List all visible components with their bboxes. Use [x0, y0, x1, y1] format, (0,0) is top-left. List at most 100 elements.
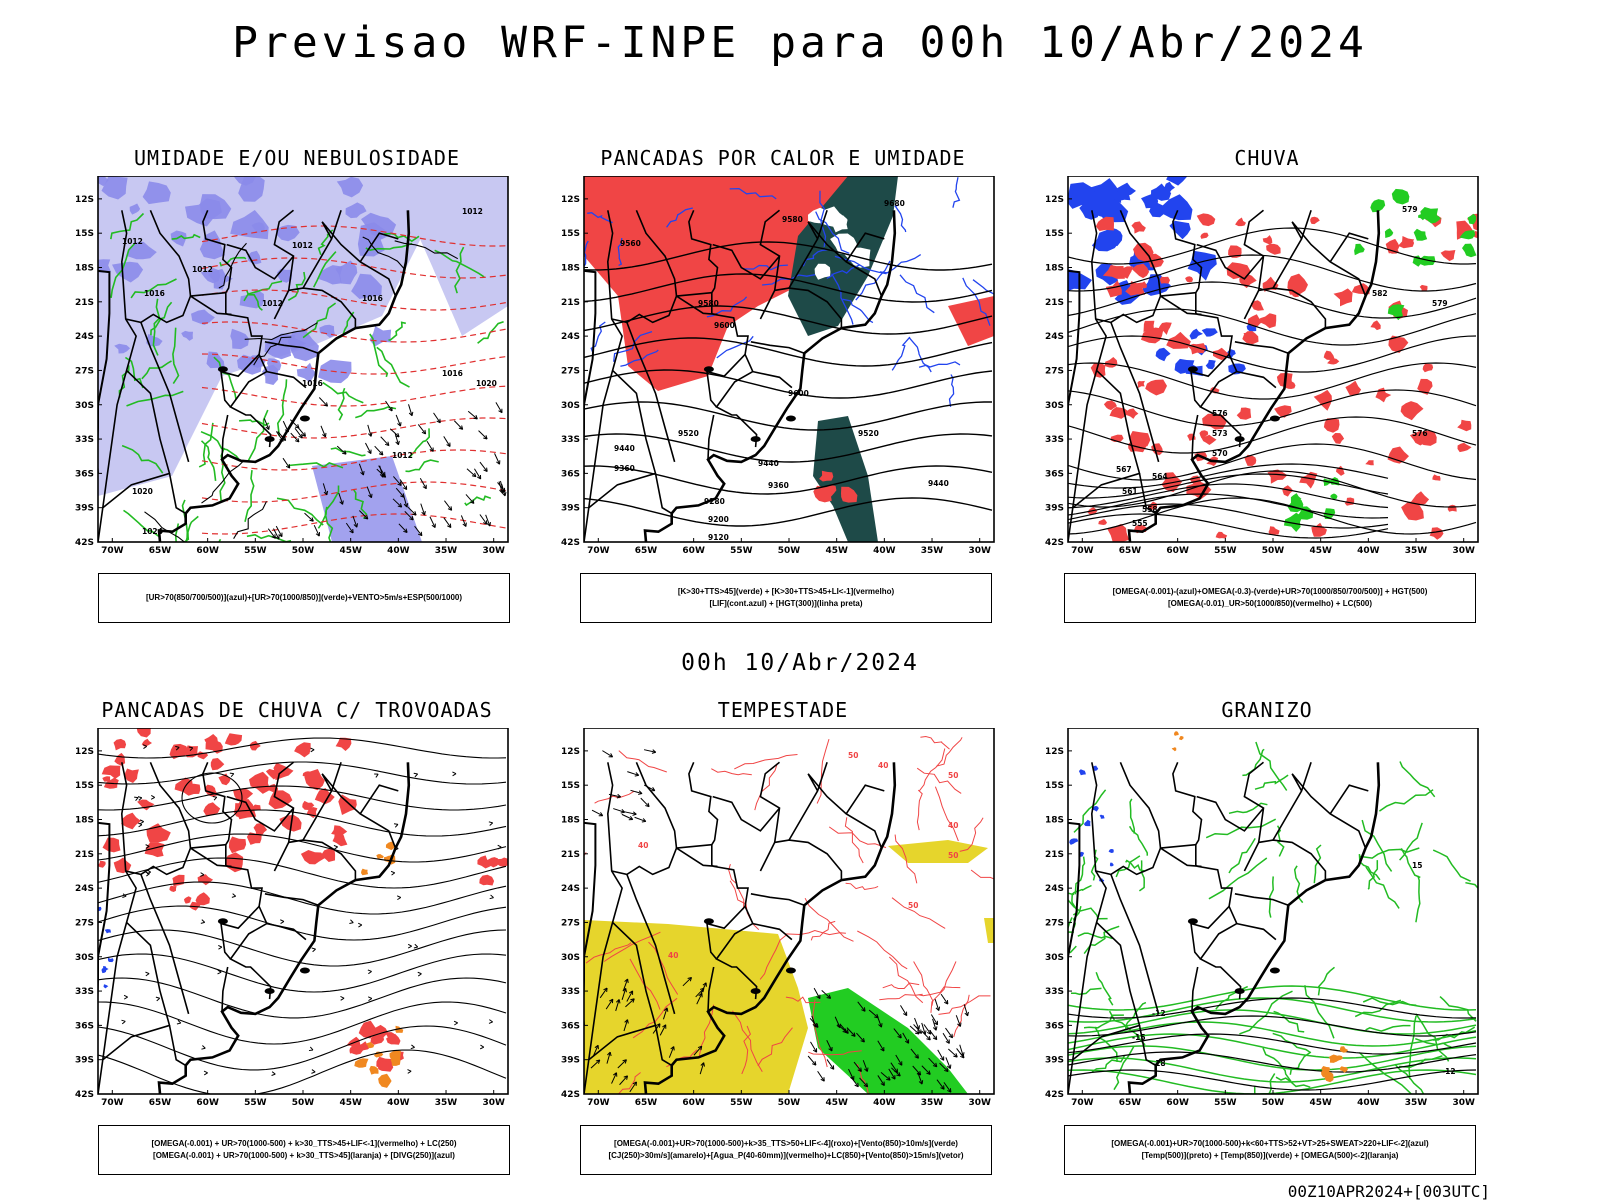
atlantic-coastline — [1129, 210, 1379, 542]
rain-red-cell — [1336, 466, 1345, 476]
contour-label: 1020 — [132, 487, 153, 496]
rain-red-cell — [1137, 381, 1145, 388]
lon-tick-label: 40W — [387, 546, 410, 556]
hail-blue-cell — [1100, 815, 1105, 819]
map-pancadas-calor: 9560958095809600960095209440936094409360… — [548, 176, 1018, 576]
border-line — [760, 840, 841, 880]
lon-tick-label: 70W — [587, 1098, 610, 1108]
panel-title: CHUVA — [1032, 146, 1502, 170]
lake-mark — [704, 366, 714, 372]
rain-red-cell — [1423, 364, 1434, 373]
rain-red-cell — [1370, 320, 1380, 330]
lake-mark — [751, 436, 761, 442]
storm-red-cell — [479, 875, 494, 886]
lifted-index-contour — [950, 375, 954, 407]
wind-vector — [948, 1049, 957, 1057]
rain-blue-cell — [1188, 251, 1217, 281]
storm-red-cell — [229, 837, 246, 854]
border-line — [170, 1025, 186, 1065]
streamline-arrow — [213, 797, 217, 801]
lake-mark — [1270, 415, 1280, 421]
lon-tick-label: 35W — [921, 546, 944, 556]
border-line — [221, 906, 259, 959]
lat-tick-label: 18S — [1045, 816, 1064, 826]
lon-tick-label: 65W — [1119, 1098, 1142, 1108]
streamline-arrow — [138, 823, 142, 827]
storm-orange-cell — [354, 1058, 368, 1068]
contour-label: 9600 — [788, 389, 809, 398]
streamline-250 — [98, 858, 506, 888]
rain-green-cell — [1354, 244, 1365, 256]
lat-tick-label: 39S — [1045, 1056, 1064, 1066]
lat-tick-label: 42S — [561, 1090, 580, 1100]
streamline-arrow — [489, 822, 493, 826]
streamline-arrow — [124, 995, 128, 999]
lake-mark — [1235, 988, 1245, 994]
border-line — [1237, 372, 1276, 388]
streamline-arrow — [394, 824, 398, 828]
map-granizo: -12-15-18-121512S15S18S21S24S27S30S33S36… — [1032, 728, 1502, 1128]
streamline-arrow — [374, 774, 378, 777]
lon-tick-label: 55W — [244, 546, 267, 556]
lon-tick-label: 35W — [921, 1098, 944, 1108]
streamline-arrow — [309, 1047, 313, 1051]
lat-tick-label: 30S — [1045, 401, 1064, 411]
contour-label: 1016 — [144, 289, 165, 298]
temp-850-contour — [1071, 988, 1102, 994]
lat-tick-label: 30S — [1045, 953, 1064, 963]
lon-tick-label: 40W — [1357, 546, 1380, 556]
precip-water-contour — [883, 983, 920, 989]
rain-red-cell — [1160, 277, 1170, 284]
storm-red-cell — [294, 742, 311, 757]
lon-tick-label: 50W — [292, 1098, 315, 1108]
storm-red-cell — [333, 831, 348, 846]
rain-blue-cell — [1156, 348, 1171, 361]
lat-tick-label: 18S — [75, 264, 94, 274]
streamline-arrow — [201, 920, 205, 924]
rain-red-cell — [1108, 524, 1130, 543]
streamline-arrow — [407, 1070, 411, 1074]
contour-label: 561 — [1122, 487, 1138, 496]
contour-label: 576 — [1412, 429, 1428, 438]
lon-tick-label: 50W — [778, 546, 801, 556]
lat-tick-label: 15S — [561, 781, 580, 791]
rain-green-cell — [1288, 497, 1304, 512]
lat-tick-label: 15S — [1045, 781, 1064, 791]
lon-tick-label: 45W — [825, 546, 848, 556]
omega-orange-cell — [1172, 747, 1177, 751]
lon-tick-label: 30W — [1452, 1098, 1475, 1108]
rain-red-cell — [1457, 420, 1471, 432]
streamline-arrow — [201, 1045, 205, 1049]
border-line — [1235, 894, 1288, 906]
contour-label: 50 — [948, 851, 958, 860]
contour-label: 15 — [1412, 861, 1422, 870]
storm-red-cell — [114, 739, 127, 751]
precip-water-contour — [711, 769, 752, 775]
border-line — [1161, 293, 1196, 296]
lon-tick-label: 50W — [1262, 546, 1285, 556]
lon-tick-label: 50W — [778, 1098, 801, 1108]
legend-line: [CJ(250)>30m/s](amarelo)+[Agua_P(40-60mm… — [608, 1150, 963, 1162]
storm-red-cell — [250, 741, 261, 751]
precip-water-contour — [935, 787, 958, 841]
jet-yellow-area — [984, 918, 994, 943]
border-line — [760, 762, 779, 842]
precip-water-contour — [917, 790, 922, 830]
legend-box: [K>30+TTS>45](verde) + [K>30+TTS>45+LI<-… — [580, 573, 992, 623]
lat-tick-label: 15S — [561, 229, 580, 239]
border-line — [708, 415, 714, 460]
streamline-arrow — [140, 820, 144, 824]
lat-tick-label: 36S — [1045, 469, 1064, 479]
contour-label: 9600 — [714, 321, 735, 330]
storm-orange-cell — [376, 854, 384, 859]
rain-red-cell — [1260, 313, 1276, 328]
temp-850-contour — [1379, 790, 1433, 811]
lat-tick-label: 21S — [561, 298, 580, 308]
lat-tick-label: 12S — [75, 195, 94, 205]
lon-tick-label: 60W — [1166, 1098, 1189, 1108]
lat-tick-label: 27S — [1045, 918, 1064, 928]
border-line — [1120, 762, 1160, 848]
rain-red-cell — [1269, 526, 1280, 535]
lat-tick-label: 39S — [75, 504, 94, 514]
temp-850-contour — [1245, 1086, 1254, 1128]
